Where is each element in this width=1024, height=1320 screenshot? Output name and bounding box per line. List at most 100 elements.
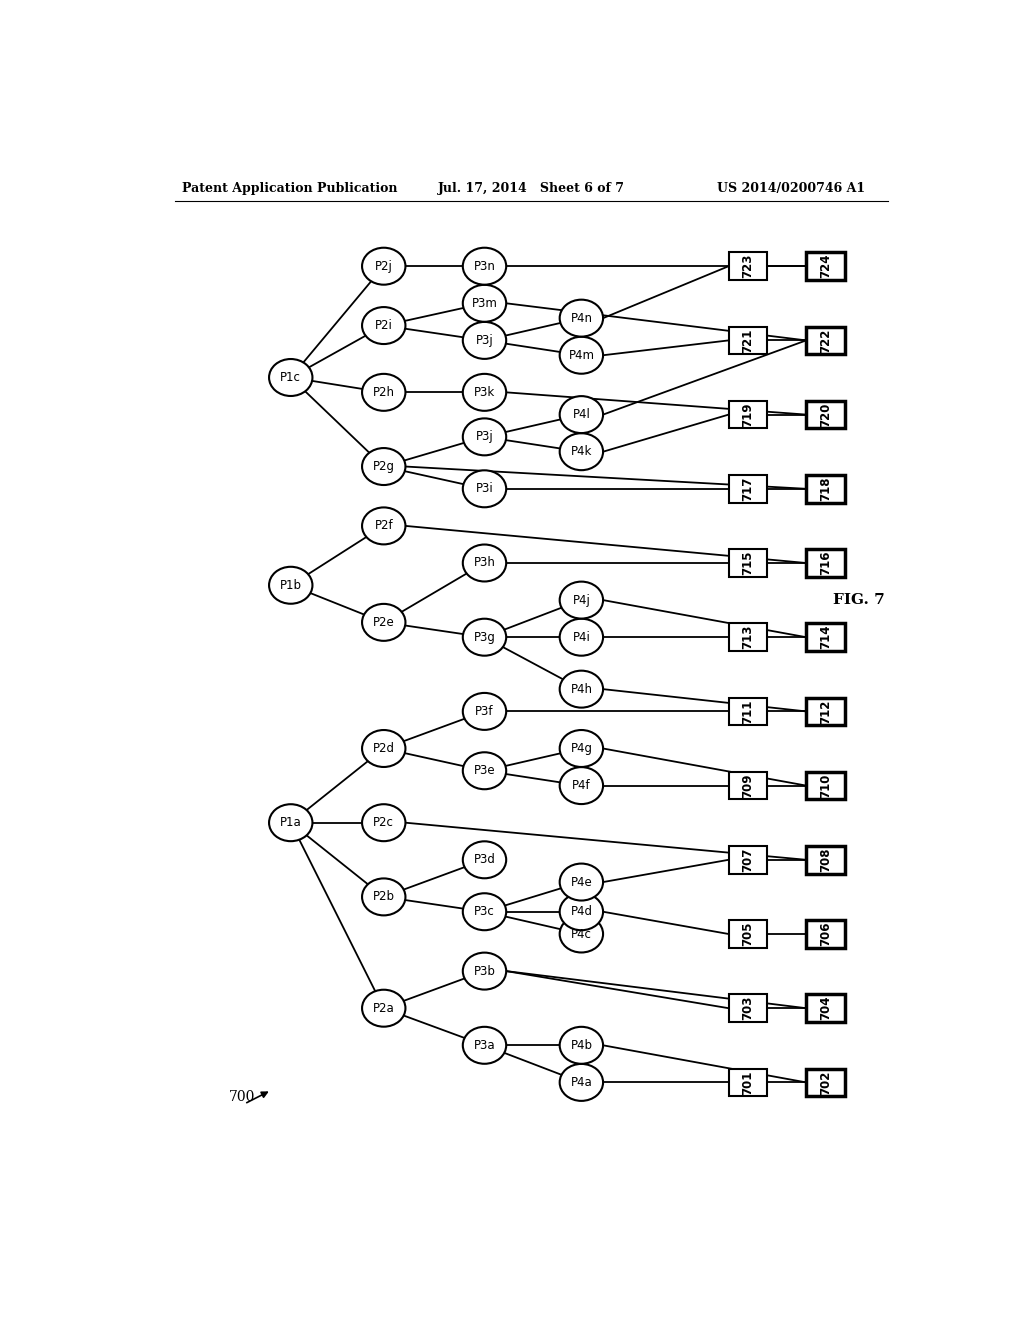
Text: P2f: P2f (375, 519, 393, 532)
Ellipse shape (560, 916, 603, 953)
FancyBboxPatch shape (729, 326, 767, 354)
FancyBboxPatch shape (729, 772, 767, 800)
Ellipse shape (463, 418, 506, 455)
Text: 716: 716 (819, 550, 831, 576)
Ellipse shape (362, 308, 406, 345)
Text: P3b: P3b (473, 965, 496, 978)
Text: 720: 720 (819, 403, 831, 426)
Text: P3j: P3j (475, 430, 494, 444)
Ellipse shape (362, 730, 406, 767)
Text: P4a: P4a (570, 1076, 592, 1089)
Text: P1b: P1b (280, 578, 302, 591)
Text: P3n: P3n (473, 260, 496, 273)
FancyBboxPatch shape (729, 252, 767, 280)
Ellipse shape (463, 374, 506, 411)
Text: 715: 715 (741, 550, 755, 576)
Ellipse shape (560, 894, 603, 931)
Ellipse shape (362, 248, 406, 285)
Ellipse shape (463, 894, 506, 931)
Text: P3f: P3f (475, 705, 494, 718)
Text: P3h: P3h (473, 557, 496, 569)
FancyBboxPatch shape (729, 623, 767, 651)
FancyBboxPatch shape (806, 846, 845, 874)
FancyBboxPatch shape (729, 401, 767, 429)
Text: P4m: P4m (568, 348, 594, 362)
FancyBboxPatch shape (729, 846, 767, 874)
FancyBboxPatch shape (729, 549, 767, 577)
Text: 709: 709 (741, 774, 755, 797)
Ellipse shape (463, 285, 506, 322)
FancyBboxPatch shape (729, 920, 767, 948)
Ellipse shape (560, 1027, 603, 1064)
Ellipse shape (463, 752, 506, 789)
FancyBboxPatch shape (729, 1069, 767, 1096)
Text: 711: 711 (741, 700, 755, 723)
Text: P4g: P4g (570, 742, 592, 755)
Text: 719: 719 (741, 403, 755, 426)
Text: 707: 707 (741, 847, 755, 873)
Ellipse shape (362, 507, 406, 544)
Ellipse shape (269, 804, 312, 841)
Ellipse shape (463, 953, 506, 990)
Text: P4l: P4l (572, 408, 590, 421)
Ellipse shape (269, 566, 312, 603)
FancyBboxPatch shape (806, 772, 845, 800)
Text: 723: 723 (741, 253, 755, 279)
Ellipse shape (560, 582, 603, 619)
Text: Jul. 17, 2014   Sheet 6 of 7: Jul. 17, 2014 Sheet 6 of 7 (438, 182, 625, 194)
Text: P3d: P3d (473, 853, 496, 866)
Ellipse shape (560, 863, 603, 900)
Text: 701: 701 (741, 1071, 755, 1094)
Text: P4i: P4i (572, 631, 590, 644)
Text: P3m: P3m (472, 297, 498, 310)
Text: 708: 708 (819, 847, 831, 873)
Text: 700: 700 (228, 1090, 255, 1104)
FancyBboxPatch shape (729, 697, 767, 725)
Ellipse shape (463, 841, 506, 878)
Text: 703: 703 (741, 997, 755, 1020)
FancyBboxPatch shape (806, 994, 845, 1022)
Text: P4k: P4k (570, 445, 592, 458)
Text: P4d: P4d (570, 906, 592, 919)
Ellipse shape (463, 1027, 506, 1064)
Text: 714: 714 (819, 624, 831, 649)
Text: 712: 712 (819, 700, 831, 723)
Ellipse shape (560, 433, 603, 470)
FancyBboxPatch shape (806, 920, 845, 948)
Text: P4f: P4f (572, 779, 591, 792)
Text: P2b: P2b (373, 891, 394, 903)
Text: P2g: P2g (373, 461, 394, 473)
Ellipse shape (560, 1064, 603, 1101)
Text: P3a: P3a (474, 1039, 496, 1052)
Text: P4n: P4n (570, 312, 592, 325)
Ellipse shape (362, 804, 406, 841)
Text: 710: 710 (819, 774, 831, 797)
FancyBboxPatch shape (806, 1069, 845, 1096)
Text: P3c: P3c (474, 906, 495, 919)
Text: US 2014/0200746 A1: US 2014/0200746 A1 (717, 182, 865, 194)
Text: P2i: P2i (375, 319, 392, 333)
Ellipse shape (362, 990, 406, 1027)
Text: 713: 713 (741, 624, 755, 649)
Text: P2j: P2j (375, 260, 392, 273)
Text: P2e: P2e (373, 616, 394, 628)
Ellipse shape (463, 322, 506, 359)
Text: P4j: P4j (572, 594, 590, 607)
Ellipse shape (560, 337, 603, 374)
Ellipse shape (560, 767, 603, 804)
Text: 722: 722 (819, 329, 831, 352)
Ellipse shape (463, 545, 506, 582)
FancyBboxPatch shape (806, 326, 845, 354)
Text: P3k: P3k (474, 385, 496, 399)
Text: P4h: P4h (570, 682, 592, 696)
Ellipse shape (560, 396, 603, 433)
Text: P3j: P3j (475, 334, 494, 347)
Ellipse shape (560, 671, 603, 708)
FancyBboxPatch shape (806, 252, 845, 280)
FancyBboxPatch shape (806, 549, 845, 577)
Ellipse shape (463, 693, 506, 730)
Ellipse shape (362, 603, 406, 640)
Text: 702: 702 (819, 1071, 831, 1094)
Text: P2h: P2h (373, 385, 394, 399)
Text: 721: 721 (741, 329, 755, 352)
